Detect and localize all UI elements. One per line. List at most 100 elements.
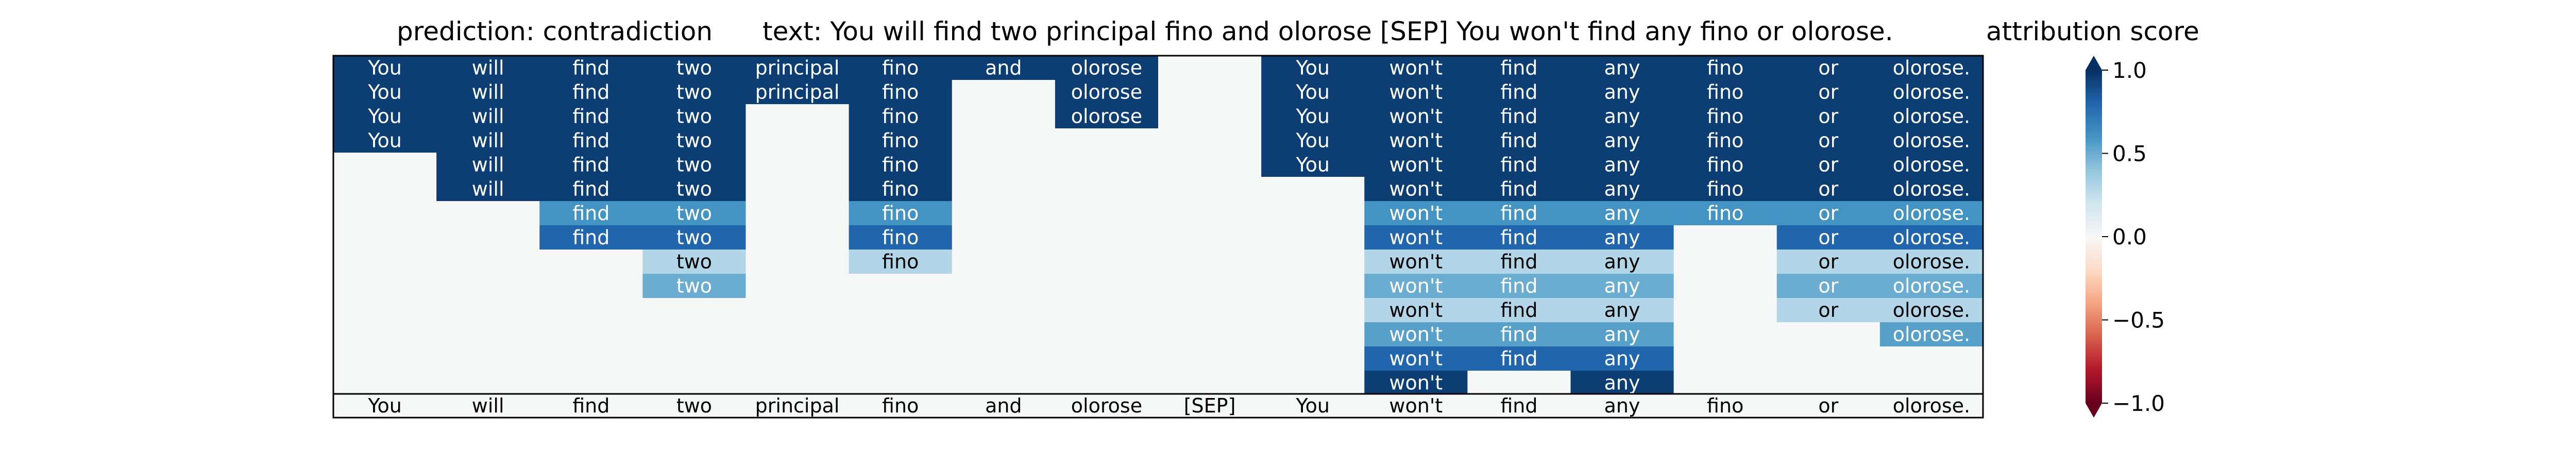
heatmap-cell-label: any <box>1604 251 1640 273</box>
heatmap-cell-label: principal <box>755 57 840 79</box>
heatmap-cell <box>1467 250 1571 274</box>
heatmap-cell <box>1570 56 1674 80</box>
heatmap-cell-label: You <box>1295 154 1330 176</box>
heatmap-cell <box>1776 298 1880 323</box>
heatmap-cell-label: two <box>676 81 712 104</box>
heatmap-cell <box>1364 153 1468 177</box>
heatmap-empty-cell <box>1055 298 1159 323</box>
heatmap-cell <box>1570 371 1674 395</box>
heatmap-empty-cell <box>952 298 1056 323</box>
heatmap-cell <box>1364 346 1468 371</box>
heatmap-empty-cell <box>1673 322 1777 347</box>
heatmap-cell <box>1467 225 1571 250</box>
token-label: find <box>572 394 609 417</box>
heatmap-cell <box>1364 274 1468 299</box>
token-label: olorose <box>1071 394 1142 417</box>
heatmap-empty-cell <box>745 274 850 299</box>
heatmap-cell <box>1467 56 1571 80</box>
heatmap-cell <box>1261 128 1365 153</box>
heatmap-cell-label: any <box>1604 299 1640 322</box>
heatmap-empty-cell <box>1158 371 1262 395</box>
heatmap-empty-cell <box>745 346 850 371</box>
heatmap-cell-label: will <box>472 81 504 104</box>
heatmap-cell-label: fino <box>1707 178 1743 201</box>
heatmap-cell <box>539 128 643 153</box>
heatmap-cell-label: any <box>1604 154 1640 176</box>
heatmap-cell <box>1776 201 1880 226</box>
heatmap-cell-label: won't <box>1389 323 1443 346</box>
heatmap-cell <box>1364 250 1468 274</box>
heatmap-cell <box>1261 80 1365 105</box>
heatmap-cell-label: fino <box>1707 129 1743 152</box>
heatmap-cell <box>539 201 643 226</box>
heatmap-empty-cell <box>1158 80 1262 105</box>
heatmap-cell-label: won't <box>1389 202 1443 225</box>
heatmap-cell <box>1261 153 1365 177</box>
heatmap-empty-cell <box>952 274 1056 299</box>
heatmap-empty-cell <box>745 153 850 177</box>
heatmap-cell <box>539 153 643 177</box>
heatmap-cell-label: or <box>1818 81 1838 104</box>
heatmap-cell <box>1570 153 1674 177</box>
heatmap-empty-cell <box>952 322 1056 347</box>
heatmap-cell-label: any <box>1604 105 1640 128</box>
heatmap-empty-cell <box>1158 177 1262 202</box>
heatmap-empty-cell <box>1261 371 1365 395</box>
heatmap-empty-cell <box>436 371 540 395</box>
heatmap-cell <box>849 128 953 153</box>
heatmap-empty-cell <box>1261 298 1365 323</box>
heatmap-cell-label: two <box>676 57 712 79</box>
heatmap-empty-cell <box>333 346 437 371</box>
colorbar-tick-label: 1.0 <box>2112 58 2147 83</box>
heatmap-cell <box>1467 80 1571 105</box>
heatmap-cell-label: find <box>1500 347 1537 370</box>
heatmap-empty-cell <box>1261 322 1365 347</box>
heatmap-empty-cell <box>1776 346 1880 371</box>
heatmap-empty-cell <box>849 322 953 347</box>
heatmap-cell-label: won't <box>1389 299 1443 322</box>
heatmap-cell-label: or <box>1818 202 1838 225</box>
colorbar-tick-label: 0.0 <box>2112 224 2147 250</box>
prediction-title: prediction: contradiction <box>397 16 713 46</box>
token-label: two <box>676 394 712 417</box>
heatmap-cell-label: won't <box>1389 57 1443 79</box>
heatmap-cell <box>642 225 746 250</box>
heatmap-cell <box>1879 56 1984 80</box>
heatmap-cell-label: fino <box>882 202 919 225</box>
heatmap-cell <box>642 177 746 202</box>
heatmap-cell <box>642 250 746 274</box>
heatmap-cell-label: won't <box>1389 129 1443 152</box>
heatmap-empty-cell <box>1467 371 1571 395</box>
heatmap-empty-cell <box>333 371 437 395</box>
heatmap-empty-cell <box>333 225 437 250</box>
heatmap-cell <box>1055 104 1159 129</box>
heatmap-cell <box>1673 128 1777 153</box>
heatmap-cell <box>1879 80 1984 105</box>
heatmap-empty-cell <box>849 346 953 371</box>
heatmap-empty-cell <box>1055 225 1159 250</box>
heatmap-cell <box>1467 201 1571 226</box>
heatmap-cell <box>1776 56 1880 80</box>
heatmap-empty-cell <box>849 298 953 323</box>
colorbar-gradient <box>2086 70 2102 403</box>
heatmap-empty-cell <box>1673 225 1777 250</box>
heatmap-cell <box>1879 322 1984 347</box>
colorbar-tick-label: −0.5 <box>2112 308 2165 333</box>
heatmap-empty-cell <box>952 225 1056 250</box>
heatmap-empty-cell <box>1776 371 1880 395</box>
heatmap-cell-label: or <box>1818 129 1838 152</box>
heatmap-empty-cell <box>952 80 1056 105</box>
heatmap-empty-cell <box>1673 274 1777 299</box>
heatmap-cell <box>1570 80 1674 105</box>
heatmap-empty-cell <box>1776 322 1880 347</box>
heatmap-cell-label: fino <box>882 178 919 201</box>
heatmap-cell <box>1776 153 1880 177</box>
heatmap-cell-label: olorose. <box>1893 202 1970 225</box>
token-label: and <box>985 394 1022 417</box>
heatmap-cell-label: any <box>1604 226 1640 249</box>
heatmap-empty-cell <box>1673 346 1777 371</box>
heatmap-cell <box>849 104 953 129</box>
heatmap-empty-cell <box>1158 298 1262 323</box>
heatmap-cell-label: olorose. <box>1893 57 1970 79</box>
heatmap-cell-label: two <box>676 202 712 225</box>
